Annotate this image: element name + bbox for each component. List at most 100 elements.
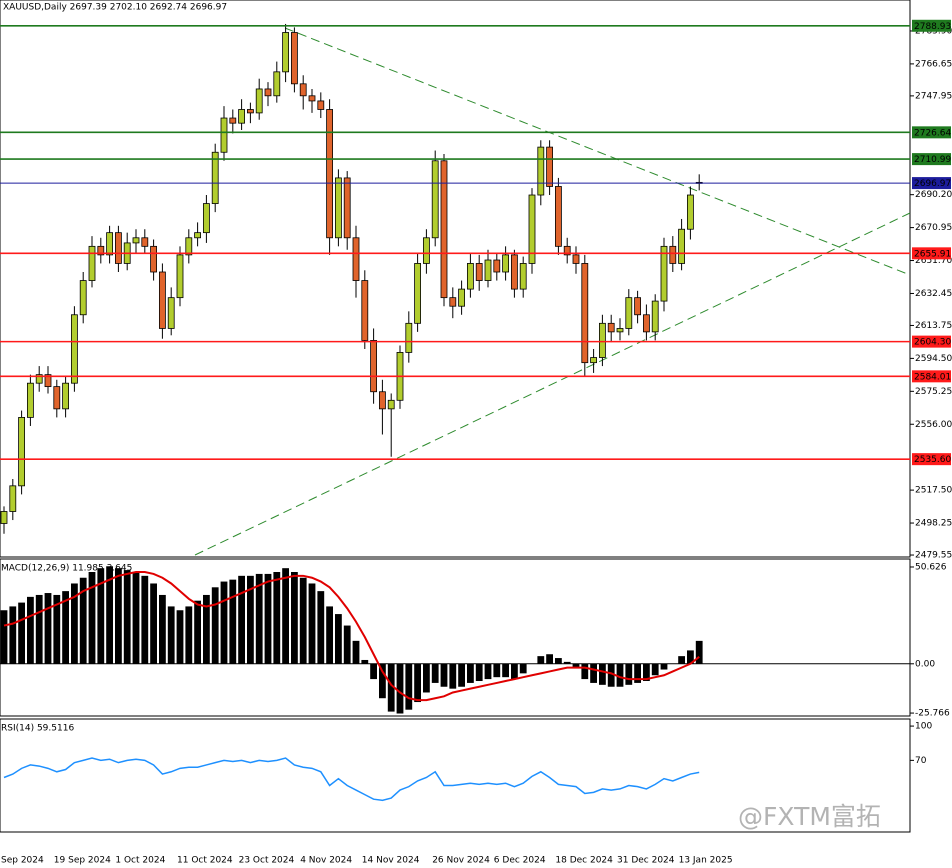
- histogram-bar: [97, 568, 105, 664]
- histogram-bar: [563, 661, 571, 664]
- candle-body: [378, 391, 386, 410]
- histogram-bar: [590, 663, 597, 683]
- histogram-bar: [634, 663, 641, 683]
- candle-body: [510, 254, 518, 290]
- level-tag: [912, 177, 951, 190]
- histogram-bar: [62, 591, 69, 664]
- y-tick-label: 2766.65: [915, 59, 952, 69]
- candle-body: [211, 151, 219, 204]
- signal-line: [3, 571, 700, 702]
- x-tick-label: 26 Nov 2024: [432, 856, 490, 866]
- y-tick-label: 100: [915, 722, 932, 732]
- y-tick-label: 2747.95: [915, 91, 952, 101]
- x-tick-label: 14 Nov 2024: [362, 856, 420, 866]
- candle-body: [466, 263, 474, 290]
- histogram-bar: [695, 640, 703, 664]
- candle-body: [141, 237, 149, 247]
- histogram-bar: [449, 663, 457, 689]
- x-tick-label: 18 Dec 2024: [555, 856, 613, 866]
- candle-body: [361, 280, 369, 341]
- histogram-bar: [423, 663, 430, 693]
- candle-body: [308, 95, 316, 102]
- x-tick-label: 11 Oct 2024: [177, 856, 233, 866]
- candle-body: [625, 297, 633, 329]
- candle-body: [405, 322, 413, 353]
- candle-body: [607, 322, 615, 333]
- histogram-bar: [335, 614, 342, 664]
- candle-body: [660, 245, 668, 302]
- macd-panel: [0, 558, 911, 717]
- histogram-bar: [343, 625, 351, 664]
- histogram-bar: [317, 591, 325, 664]
- candle-body: [414, 263, 422, 324]
- level-label: 2535.60: [914, 455, 951, 465]
- histogram-bar: [247, 575, 254, 664]
- x-tick-label: 31 Dec 2024: [617, 856, 675, 866]
- histogram-bar: [299, 577, 307, 664]
- histogram-bar: [27, 596, 34, 664]
- y-tick-label: 2690.20: [915, 190, 952, 200]
- candle-body: [150, 245, 158, 273]
- price-panel: [0, 0, 911, 558]
- candle-body: [572, 254, 580, 264]
- histogram-bar: [106, 566, 113, 664]
- histogram-bar: [220, 581, 228, 664]
- histogram-bar: [115, 568, 122, 664]
- candle-body: [88, 245, 96, 281]
- histogram-bar: [555, 658, 562, 664]
- candle-body: [370, 340, 378, 393]
- histogram-bar: [79, 577, 87, 664]
- rsi-line: [3, 757, 700, 802]
- candle-body: [229, 117, 237, 124]
- candle-body: [502, 254, 510, 273]
- candle-body: [643, 314, 650, 333]
- level-tag: [912, 247, 951, 260]
- histogram-bar: [660, 663, 668, 670]
- y-tick-label: 2479.55: [915, 551, 952, 561]
- histogram-bar: [511, 663, 518, 680]
- candle-body: [334, 177, 342, 239]
- y-tick-label: -25.766: [915, 709, 950, 719]
- histogram-bar: [291, 572, 298, 664]
- candle-body: [238, 109, 246, 124]
- histogram-bar: [308, 583, 316, 664]
- candle-body: [669, 245, 677, 264]
- candle-body: [581, 263, 589, 364]
- candle-body: [590, 357, 597, 364]
- histogram-bar: [167, 606, 175, 664]
- candle-body: [71, 314, 78, 384]
- histogram-bar: [405, 663, 413, 710]
- level-tag: [912, 153, 951, 166]
- x-tick-label: 1 Oct 2024: [115, 856, 165, 866]
- histogram-bar: [282, 568, 289, 664]
- candle-body: [97, 245, 105, 256]
- candle-body: [616, 328, 624, 333]
- x-tick-label: 4 Nov 2024: [300, 856, 352, 866]
- histogram-bar: [176, 610, 184, 664]
- histogram-bar: [370, 663, 377, 680]
- y-tick-label: 70: [915, 756, 927, 766]
- candle-body: [273, 71, 281, 97]
- candle-body: [546, 146, 553, 187]
- histogram-bar: [123, 570, 131, 664]
- histogram-bar: [537, 656, 545, 664]
- histogram-bar: [678, 656, 685, 664]
- candle-body: [678, 228, 685, 264]
- candle-body: [9, 485, 17, 512]
- histogram-bar: [141, 575, 149, 664]
- candle-body: [317, 100, 325, 110]
- candle-body: [18, 417, 26, 487]
- candle-body: [634, 297, 641, 316]
- x-tick-label: 13 Jan 2025: [679, 856, 733, 866]
- y-tick-label: 2651.70: [915, 256, 952, 266]
- candle-body: [431, 160, 439, 239]
- candle-body: [387, 399, 395, 410]
- candle-body: [167, 297, 175, 329]
- candle-body: [475, 263, 483, 281]
- histogram-bar: [519, 663, 527, 674]
- macd-title: MACD(12,26,9) 11.985 3.645: [1, 564, 132, 574]
- candle-body: [79, 280, 87, 316]
- histogram-bar: [387, 663, 395, 712]
- level-label: 2584.01: [914, 372, 951, 382]
- candle-body: [528, 194, 536, 264]
